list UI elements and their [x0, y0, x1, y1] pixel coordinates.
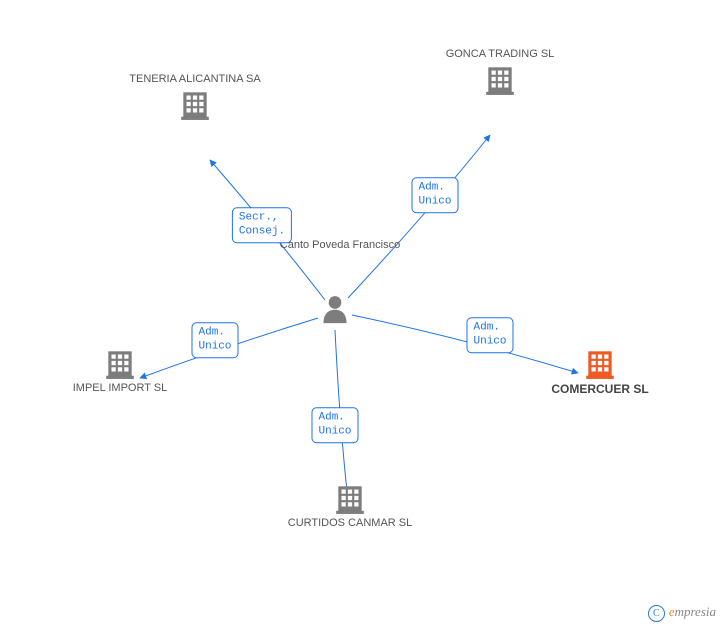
edge-label-comercuer: Adm. Unico: [466, 317, 513, 353]
center-person-label: Canto Poveda Francisco: [280, 238, 400, 252]
company-node-curtidos[interactable]: CURTIDOS CANMAR SL: [280, 481, 420, 531]
company-label: GONCA TRADING SL: [446, 48, 555, 60]
diagram-canvas: Canto Poveda Francisco TENERIA ALICANTIN…: [0, 0, 728, 630]
edge-label-curtidos: Adm. Unico: [311, 407, 358, 443]
edge-gonca: [348, 135, 490, 298]
company-node-gonca[interactable]: GONCA TRADING SL: [430, 48, 570, 98]
company-label: CURTIDOS CANMAR SL: [288, 517, 412, 529]
company-node-teneria[interactable]: TENERIA ALICANTINA SA: [125, 73, 265, 123]
building-icon: [483, 62, 517, 96]
person-icon: [320, 294, 350, 328]
company-node-impel[interactable]: IMPEL IMPORT SL: [50, 346, 190, 396]
building-icon: [103, 346, 137, 380]
footer-branding: Cempresia: [648, 604, 716, 622]
edge-label-teneria: Secr., Consej.: [232, 207, 292, 243]
edge-label-impel: Adm. Unico: [191, 322, 238, 358]
company-label: TENERIA ALICANTINA SA: [129, 73, 260, 85]
company-node-comercuer[interactable]: COMERCUER SL: [530, 346, 670, 398]
company-label: IMPEL IMPORT SL: [73, 382, 168, 394]
center-person-node[interactable]: [320, 294, 350, 330]
building-icon: [178, 87, 212, 121]
company-label: COMERCUER SL: [551, 382, 648, 396]
building-icon: [583, 346, 617, 380]
brand-rest: mpresia: [675, 604, 716, 619]
copyright-icon: C: [648, 605, 665, 622]
building-icon: [333, 481, 367, 515]
edge-label-gonca: Adm. Unico: [411, 177, 458, 213]
edges-layer: [0, 0, 728, 630]
